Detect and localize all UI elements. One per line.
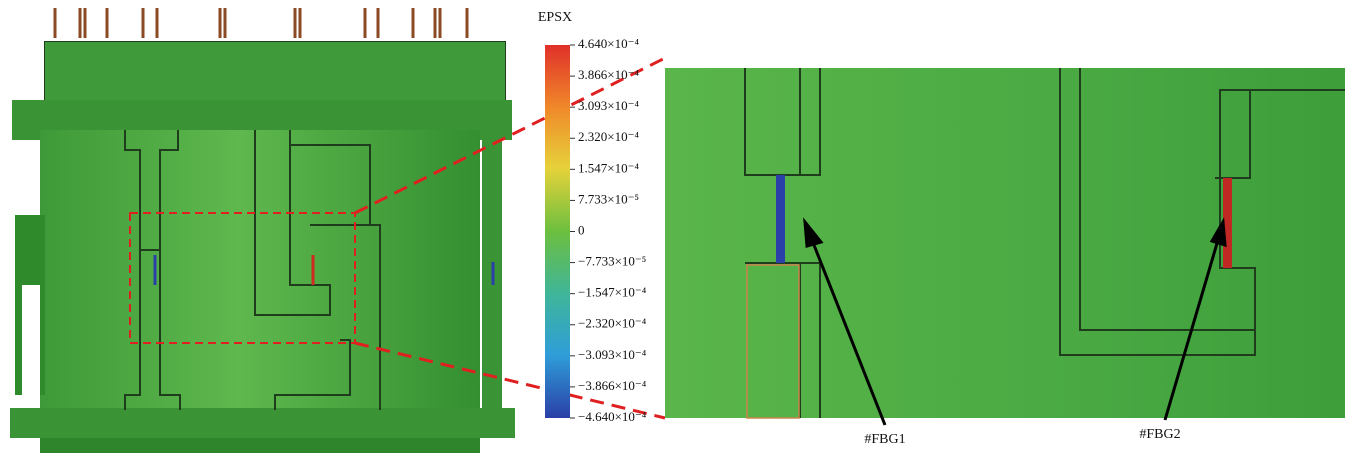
tick-label: −3.093×10⁻⁴ [578, 347, 647, 362]
tick-label: −1.547×10⁻⁴ [578, 285, 647, 300]
tick-label: −4.640×10⁻⁴ [578, 409, 647, 424]
colorbar-scale [545, 45, 570, 418]
tick-label: 7.733×10⁻⁵ [578, 191, 639, 206]
tick-label: 3.093×10⁻⁴ [578, 98, 639, 113]
tick-label: 2.320×10⁻⁴ [578, 129, 639, 144]
colorbar-title: EPSX [538, 10, 572, 25]
tick-label: −3.866×10⁻⁴ [578, 378, 647, 393]
tick-label: 1.547×10⁻⁴ [578, 160, 639, 175]
annotation: #FBG1 [864, 432, 905, 447]
annotation: #FBG2 [1139, 427, 1180, 442]
tick-label: 4.640×10⁻⁴ [578, 36, 639, 51]
tick-label: 0 [578, 222, 585, 237]
colorbar: EPSX 4.640×10⁻⁴ 3.866×10⁻⁴ 3.093×10⁻⁴ 2.320… [538, 10, 647, 424]
tick-label: 3.866×10⁻⁴ [578, 67, 639, 82]
tick-label: −7.733×10⁻⁵ [578, 254, 646, 269]
model [10, 8, 666, 453]
zoom-panel: #FBG1 #FBG2 [665, 68, 1345, 447]
tick-label: −2.320×10⁻⁴ [578, 316, 647, 331]
